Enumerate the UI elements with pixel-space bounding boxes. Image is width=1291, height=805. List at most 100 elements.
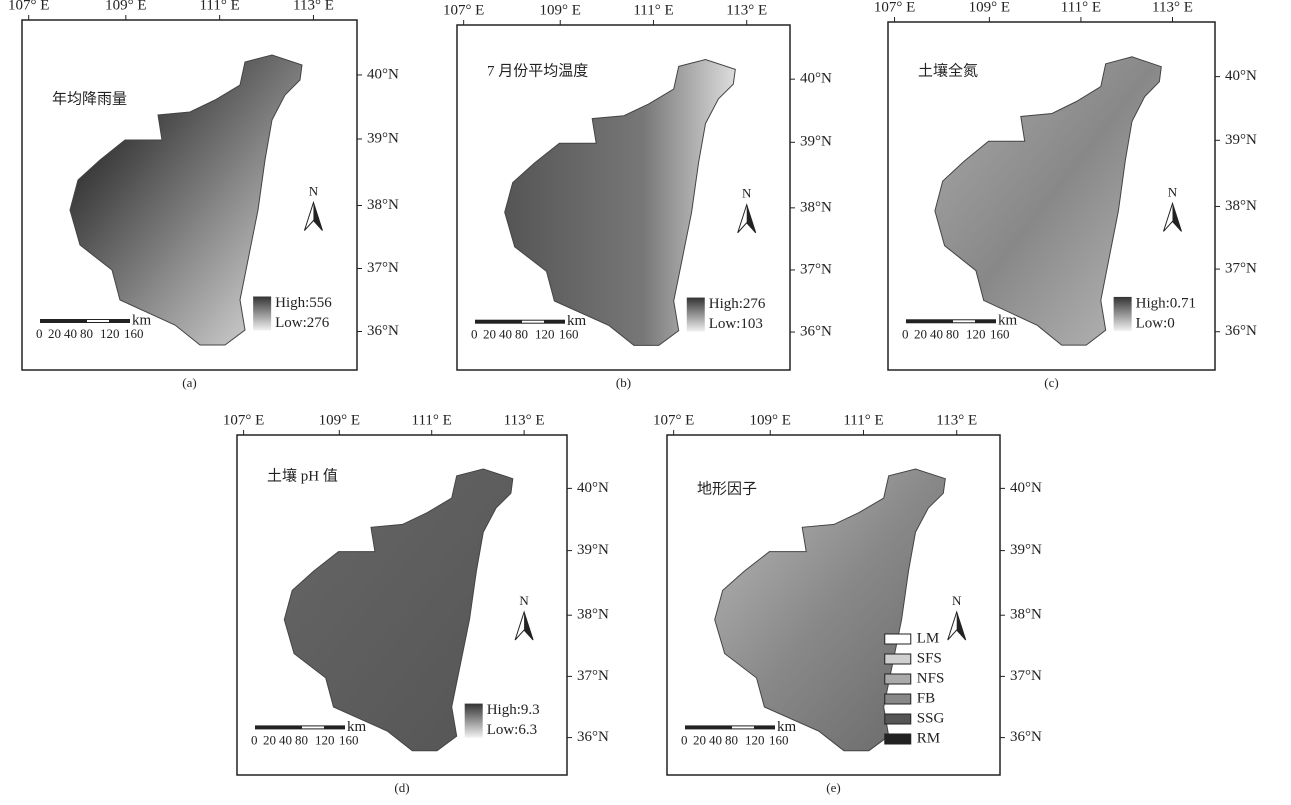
scale-label: 80 <box>80 326 93 341</box>
lat-label: 36°N <box>1010 729 1042 745</box>
scale-bar-seg <box>87 320 109 322</box>
legend-label: RM <box>917 730 940 746</box>
lon-label: 113° E <box>1152 0 1193 15</box>
map-title: 7 月份平均温度 <box>487 62 588 79</box>
lon-label: 107° E <box>8 0 49 13</box>
lat-label: 40°N <box>577 480 609 496</box>
legend-ramp <box>465 704 483 738</box>
lon-label: 109° E <box>319 412 360 428</box>
scale-bar <box>906 319 996 323</box>
map-panel: 107° E109° E111° E113° E40°N39°N38°N37°N… <box>8 0 399 390</box>
lat-label: 40°N <box>1010 480 1042 496</box>
scale-label: 0 <box>471 327 478 342</box>
legend-label: LM <box>917 630 940 646</box>
scale-label: 0 <box>902 326 909 341</box>
lat-label: 37°N <box>367 260 399 276</box>
lat-label: 36°N <box>577 729 609 745</box>
lat-label: 37°N <box>1010 668 1042 684</box>
scale-bar <box>255 725 345 729</box>
scale-label: 80 <box>295 732 308 747</box>
scale-bar <box>40 319 130 323</box>
legend-label: Low:276 <box>275 315 330 331</box>
scale-label: 80 <box>725 732 738 747</box>
scale-label: 0 <box>36 326 43 341</box>
scale-label: 120 <box>535 327 555 342</box>
legend-ramp <box>1114 297 1132 331</box>
legend-label: NFS <box>917 670 945 686</box>
lat-label: 38°N <box>800 199 832 215</box>
scale-label: 0 <box>681 732 688 747</box>
scale-label: 80 <box>515 327 528 342</box>
legend-swatch <box>885 634 911 644</box>
lat-label: 38°N <box>367 197 399 213</box>
lat-label: 38°N <box>577 607 609 623</box>
lon-label: 111° E <box>633 2 673 18</box>
lat-label: 39°N <box>800 134 832 150</box>
legend-swatch <box>885 714 911 724</box>
lon-label: 111° E <box>412 412 452 428</box>
map-panel: 107° E 109° E 111° E 113° E 40°N 39°N 38°N 37°N… <box>223 412 609 795</box>
lon-label: 107° E <box>653 412 694 428</box>
scale-label: 40 <box>279 732 292 747</box>
lon-label: 109° E <box>105 0 146 13</box>
map-title: 年均降雨量 <box>52 90 127 107</box>
legend-label: Low:6.3 <box>487 722 537 738</box>
scale-label: 20 <box>693 732 706 747</box>
lon-label: 107° E <box>223 412 264 428</box>
map-title: 土壤 pH 值 <box>267 466 338 484</box>
legend-label: High:9.3 <box>487 702 540 718</box>
lat-label: 36°N <box>1225 323 1257 339</box>
lat-label: 40°N <box>1225 68 1257 84</box>
legend-label: High:0.71 <box>1136 295 1196 311</box>
legend-swatch <box>885 694 911 704</box>
scale-label: 40 <box>709 732 722 747</box>
scale-label: 160 <box>559 327 579 342</box>
legend-swatch <box>885 734 911 744</box>
scale-label: 120 <box>966 326 986 341</box>
scale-label: 20 <box>483 327 496 342</box>
scale-label: 0 <box>251 732 258 747</box>
lat-label: 39°N <box>577 542 609 558</box>
legend-swatch <box>885 654 911 664</box>
scale-bar-seg <box>953 320 975 322</box>
lon-label: 113° E <box>936 412 977 428</box>
scale-label: 40 <box>499 327 512 342</box>
caption: (c) <box>1044 375 1058 390</box>
lat-label: 39°N <box>367 130 399 146</box>
lat-label: 40°N <box>367 66 399 82</box>
legend-label: SFS <box>917 650 942 666</box>
scale-label: 120 <box>315 732 335 747</box>
north-label: N <box>309 183 319 198</box>
scale-label: 120 <box>745 732 765 747</box>
north-label: N <box>519 593 529 608</box>
north-label: N <box>1168 184 1178 199</box>
legend-ramp <box>687 298 705 332</box>
lat-label: 37°N <box>577 668 609 684</box>
lon-label: 109° E <box>540 2 581 18</box>
lon-label: 111° E <box>843 412 883 428</box>
lon-label: 107° E <box>443 2 484 18</box>
caption: (a) <box>182 375 196 390</box>
lat-label: 39°N <box>1225 132 1257 148</box>
lat-label: 38°N <box>1010 607 1042 623</box>
lat-label: 36°N <box>367 323 399 339</box>
lat-label: 39°N <box>1010 542 1042 558</box>
lat-label: 37°N <box>800 261 832 277</box>
scale-label: 160 <box>990 326 1010 341</box>
legend-label: FB <box>917 690 935 706</box>
lon-label: 113° E <box>504 412 545 428</box>
legend-label: SSG <box>917 710 945 726</box>
scale-bar-seg <box>522 321 544 323</box>
north-label: N <box>742 186 752 201</box>
scale-label: 160 <box>339 732 359 747</box>
lat-label: 40°N <box>800 71 832 87</box>
lon-label: 113° E <box>293 0 334 13</box>
scale-bar-seg <box>302 726 324 728</box>
legend-label: Low:103 <box>709 316 763 332</box>
scale-label: 160 <box>124 326 144 341</box>
scale-label: 120 <box>100 326 120 341</box>
legend-label: High:276 <box>709 296 766 312</box>
